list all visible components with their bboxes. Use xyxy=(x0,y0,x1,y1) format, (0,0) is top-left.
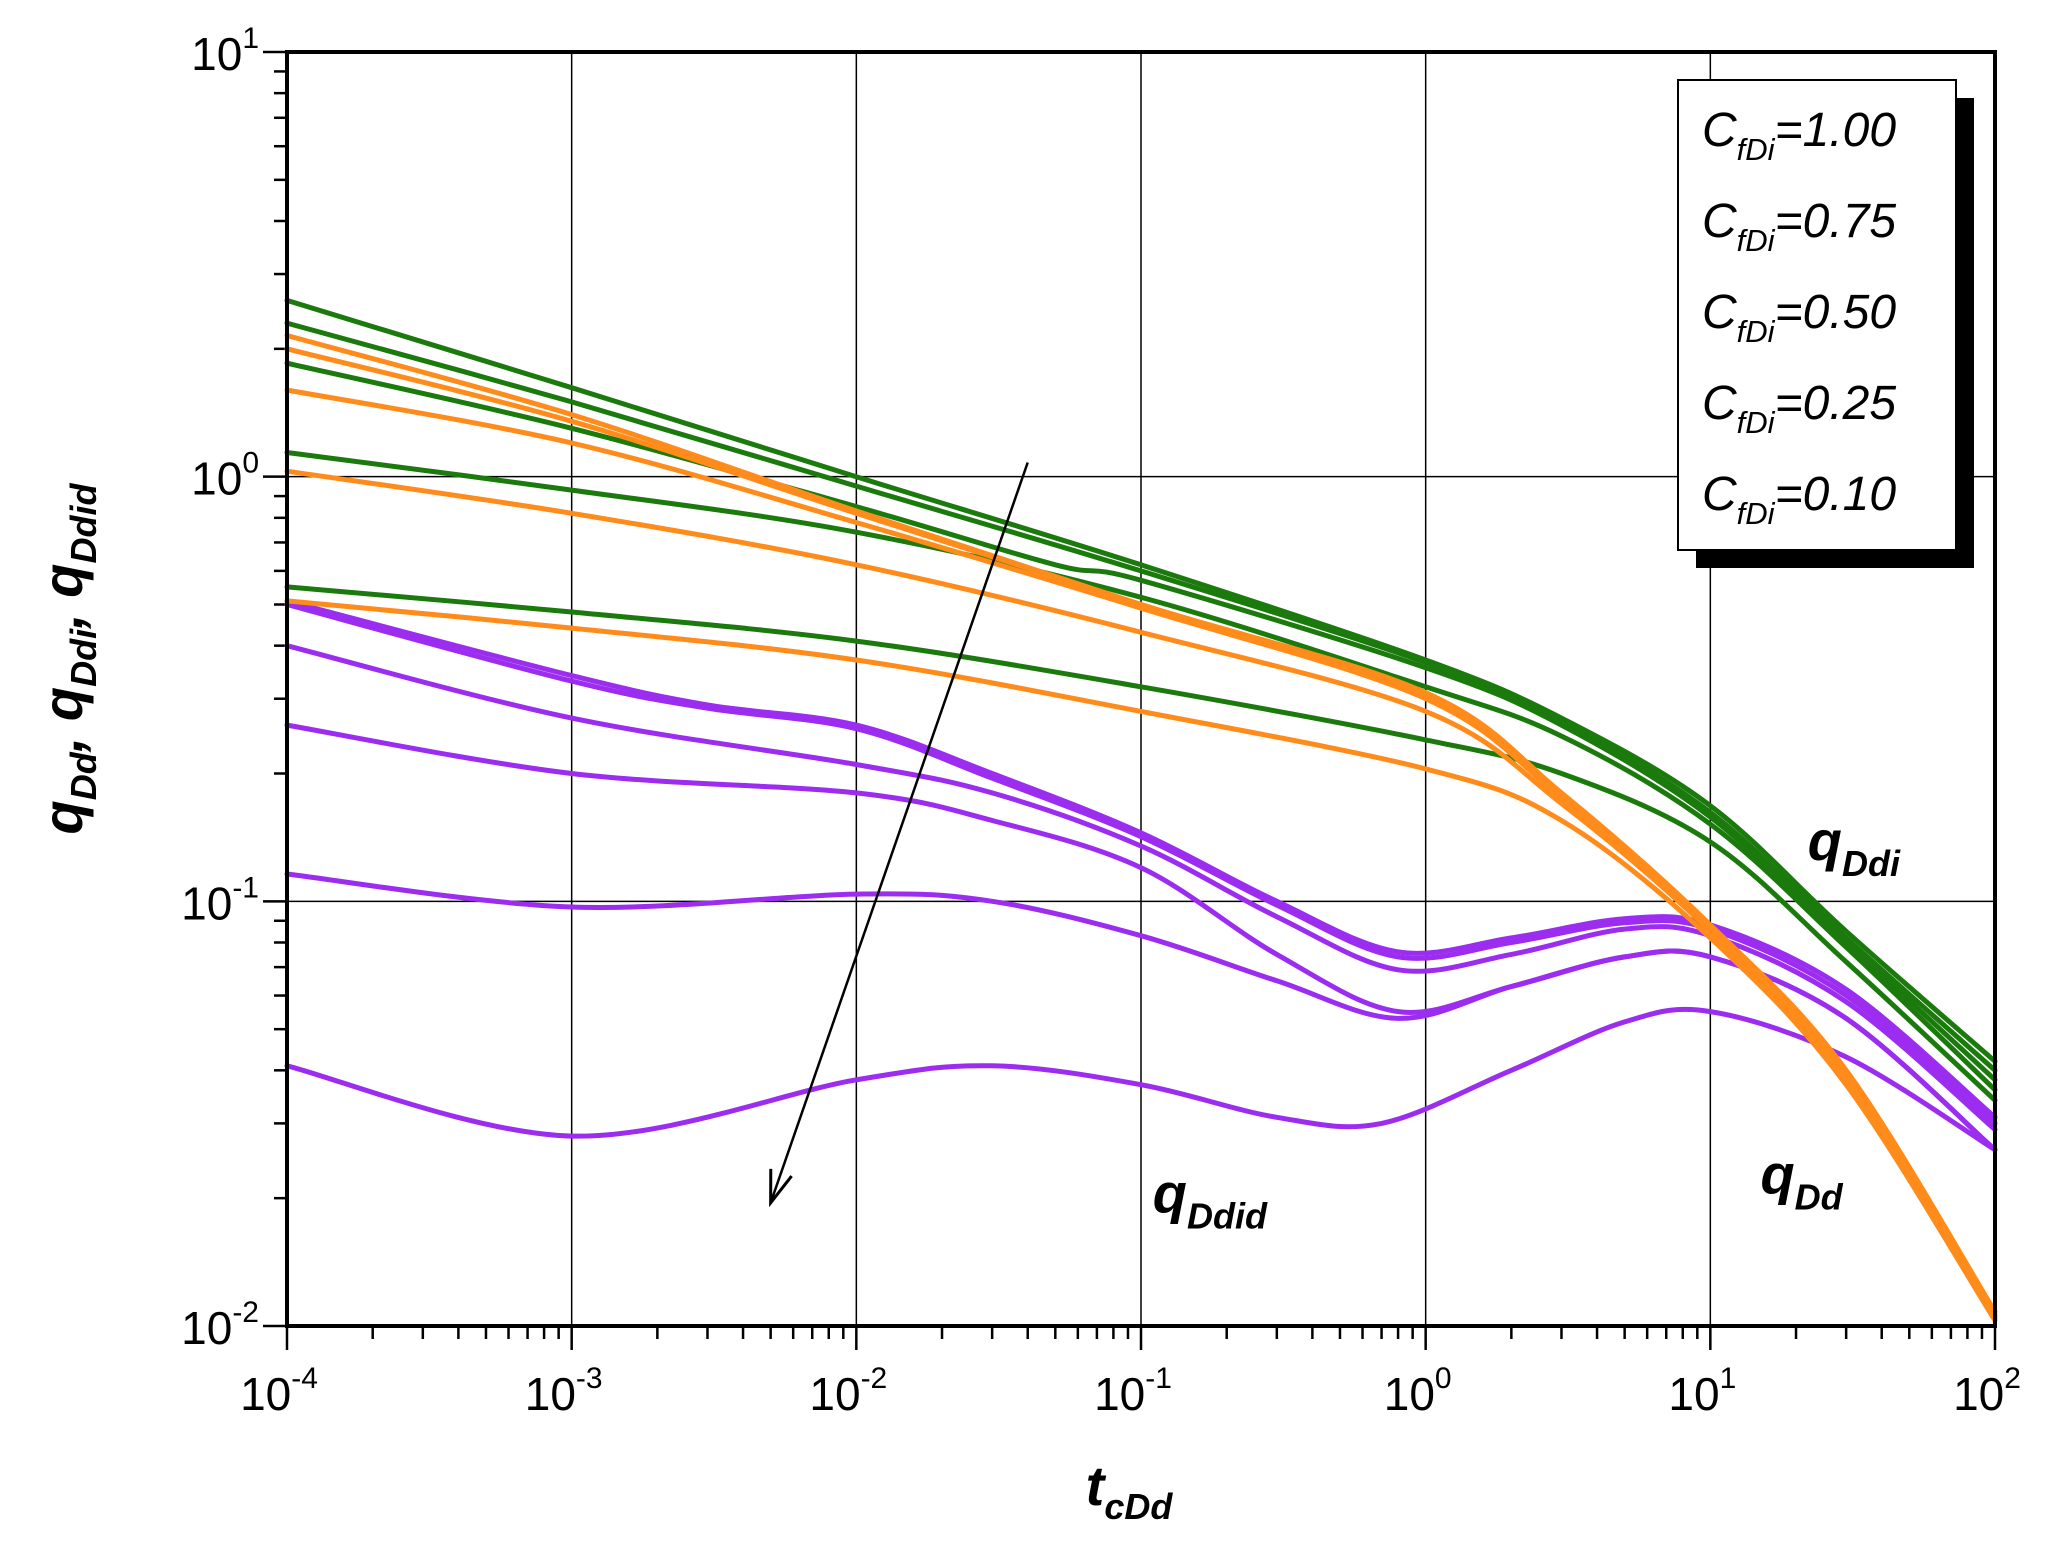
arrow-shaft xyxy=(769,462,1029,1204)
series-line-qDdid-0_5 xyxy=(284,643,1998,1133)
curve-annotations: qDdi qDdid qDd xyxy=(1153,809,1901,1236)
x-tick-label: 100 xyxy=(1384,1362,1452,1420)
series-lines xyxy=(284,297,1998,1323)
x-tick-label: 10-4 xyxy=(240,1362,318,1420)
legend-box xyxy=(1677,79,1957,551)
series-line-qDdid-0_01 xyxy=(284,1006,1998,1153)
arrow-head xyxy=(769,1168,793,1208)
curve-label-ddid: qDdid xyxy=(1153,1162,1268,1237)
legend-entry: CfDi=0.10 xyxy=(1702,468,1896,531)
legend: CfDi=1.00 CfDi=0.75 CfDi=0.50 CfDi=0.25 CfDi… xyxy=(1677,79,1974,568)
legend-items: CfDi=1.00 CfDi=0.75 CfDi=0.50 CfDi=0.25 CfDi… xyxy=(1702,104,1896,531)
y-axis-title-wrap: qDd, qDdi, qDdid xyxy=(31,483,104,835)
y-axis-title: qDd, qDdi, qDdid xyxy=(31,483,104,835)
series-line-qDdi-0_25 xyxy=(284,450,1998,1093)
legend-entry: CfDi=1.00 xyxy=(1702,104,1896,167)
minor-ticks xyxy=(263,50,1997,1350)
legend-entry: CfDi=0.50 xyxy=(1702,286,1896,349)
series-line-qDdi-0_5 xyxy=(284,360,1998,1083)
series-line-qDdi-1 xyxy=(284,297,1998,1064)
legend-entry: CfDi=0.25 xyxy=(1702,377,1896,440)
series-line-qDd-0_25 xyxy=(284,468,1998,1322)
y-tick-label: 101 xyxy=(191,22,259,80)
x-tick-label: 10-3 xyxy=(525,1362,603,1420)
y-tick-label: 10-1 xyxy=(181,871,259,929)
series-line-qDdi-0_75 xyxy=(284,320,1998,1073)
x-tick-label: 10-2 xyxy=(809,1362,887,1420)
trend-arrow xyxy=(769,462,1029,1208)
x-tick-label: 101 xyxy=(1668,1362,1736,1420)
x-axis-title: tcDd xyxy=(1086,1454,1174,1527)
series-line-qDdid-1 xyxy=(284,598,1998,1120)
curve-label-dd: qDd xyxy=(1760,1143,1843,1218)
y-tick-label: 10-2 xyxy=(181,1296,259,1354)
series-line-qDdi-0_1 xyxy=(284,584,1998,1103)
y-tick-label: 100 xyxy=(191,447,259,505)
x-tick-label: 10-1 xyxy=(1094,1362,1172,1420)
legend-entry: CfDi=0.75 xyxy=(1702,195,1896,258)
series-line-qDd-0_1 xyxy=(284,598,1998,1323)
series-line-qDd-0_5 xyxy=(284,387,1998,1320)
tick-labels: 10-4 10-3 10-2 10-1 100 101 102 10-2 10-1 100 101 xyxy=(181,22,2021,1420)
plot-frame xyxy=(285,50,1997,1328)
curve-label-ddi: qDdi xyxy=(1808,809,1901,884)
x-tick-label: 102 xyxy=(1953,1362,2021,1420)
